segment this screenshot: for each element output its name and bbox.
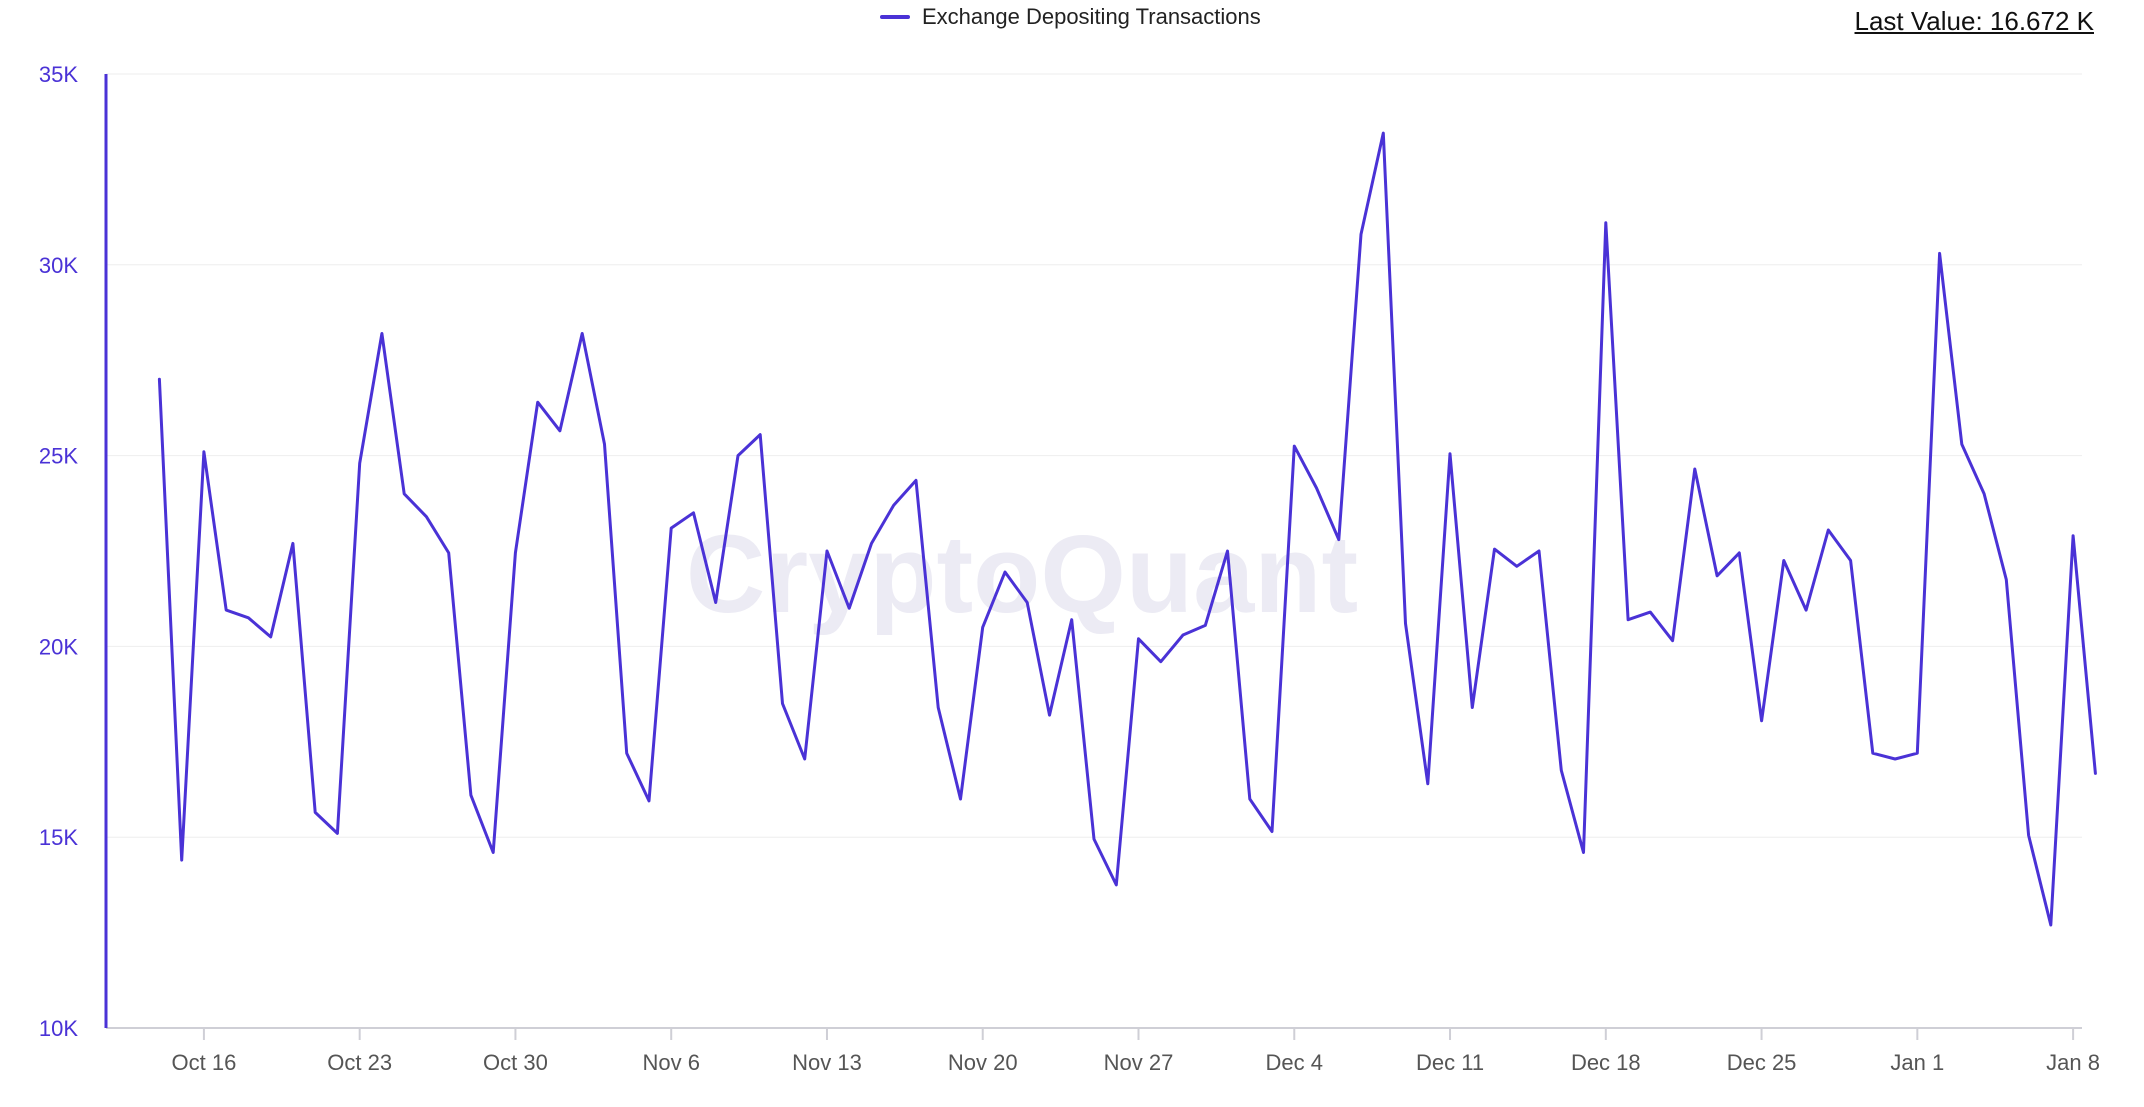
grid-lines	[106, 73, 2082, 838]
x-tick-label: Dec 18	[1571, 1050, 1641, 1075]
y-tick-label: 30K	[39, 253, 78, 278]
series-line[interactable]	[157, 131, 2097, 927]
x-tick-label: Dec 11	[1416, 1050, 1484, 1075]
x-tick-label: Oct 30	[483, 1050, 548, 1075]
y-tick-label: 25K	[39, 444, 78, 469]
y-tick-label: 20K	[39, 634, 78, 659]
last-value-label: Last Value: 16.672 K	[1854, 6, 2094, 36]
x-tick-label: Jan 1	[1890, 1050, 1944, 1075]
y-tick-label: 10K	[39, 1016, 78, 1041]
x-tick-label: Oct 23	[327, 1050, 392, 1075]
x-tick-label: Dec 25	[1727, 1050, 1797, 1075]
x-tick-label: Nov 13	[792, 1050, 862, 1075]
x-tick-label: Nov 6	[642, 1050, 699, 1075]
x-tick-label: Nov 20	[948, 1050, 1018, 1075]
x-tick-label: Nov 27	[1104, 1050, 1174, 1075]
x-tick-label: Dec 4	[1266, 1050, 1323, 1075]
x-tick-label: Jan 8	[2046, 1050, 2100, 1075]
chart-legend[interactable]: Exchange Depositing Transactions	[880, 4, 1261, 30]
y-tick-label: 35K	[39, 62, 78, 87]
y-axis-ticks: 10K 15K 20K 25K 30K 35K	[39, 62, 78, 1041]
x-tick-label: Oct 16	[172, 1050, 237, 1075]
legend-swatch	[880, 15, 910, 19]
x-axis-ticks: Oct 16 Oct 23 Oct 30 Nov 6 Nov 13 Nov 20 Nov 2…	[172, 1028, 2100, 1075]
watermark: CryptoQuant	[686, 513, 1358, 636]
axes	[104, 74, 2082, 1029]
legend-label: Exchange Depositing Transactions	[922, 4, 1261, 29]
y-tick-label: 15K	[39, 825, 78, 850]
series-group	[157, 131, 2097, 927]
